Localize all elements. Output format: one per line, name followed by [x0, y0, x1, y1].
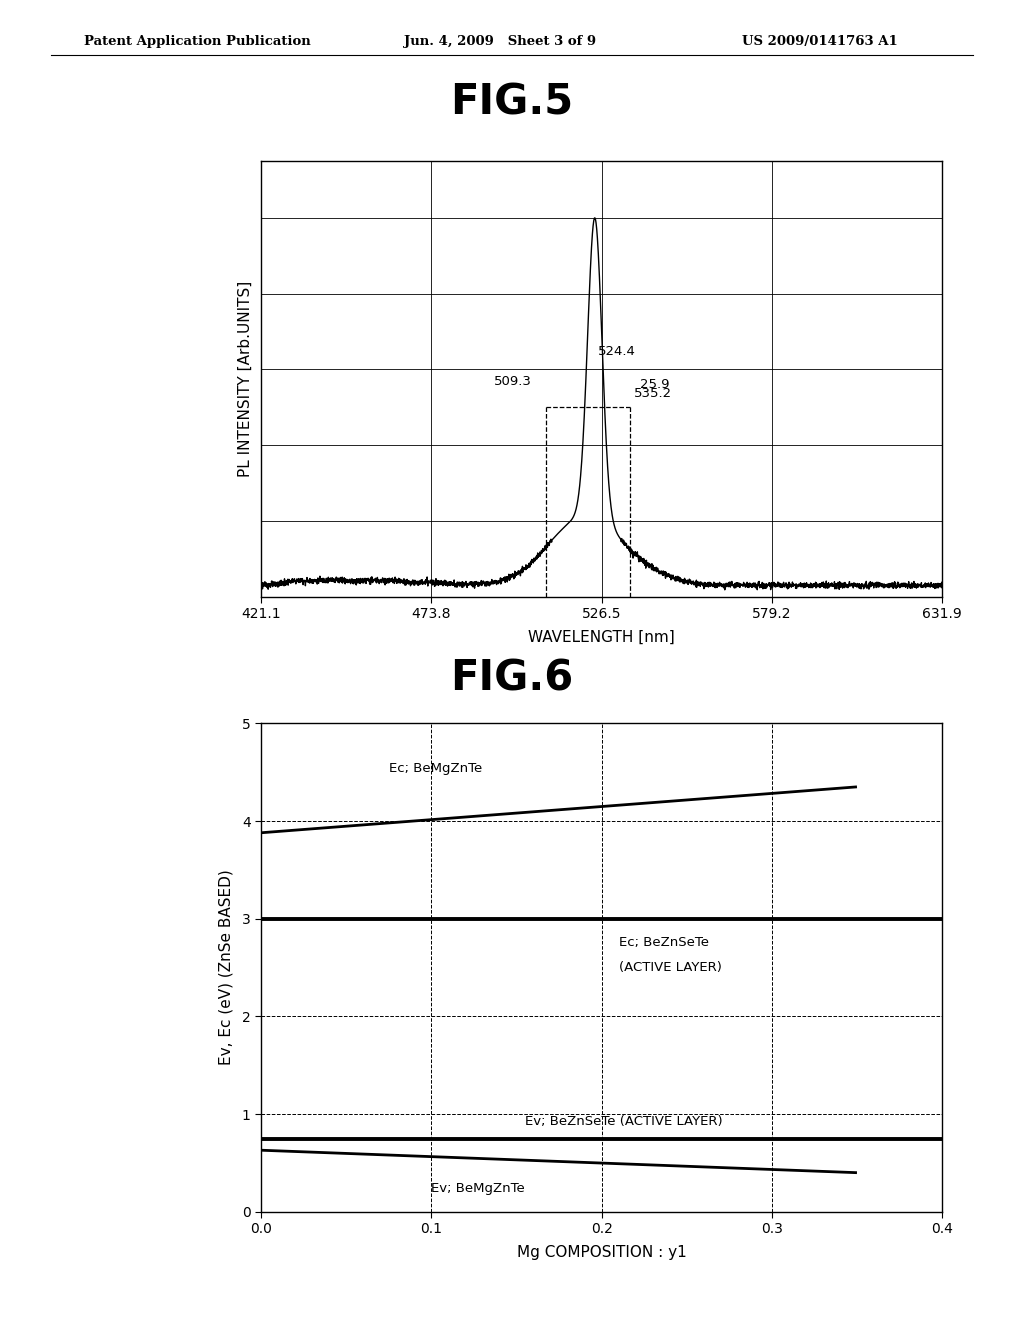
Text: Ev; BeMgZnTe: Ev; BeMgZnTe	[431, 1183, 525, 1196]
Text: 524.4: 524.4	[598, 345, 636, 358]
Text: Jun. 4, 2009   Sheet 3 of 9: Jun. 4, 2009 Sheet 3 of 9	[404, 34, 597, 48]
Text: 535.2: 535.2	[634, 387, 672, 400]
Text: Ev; BeZnSeTe (ACTIVE LAYER): Ev; BeZnSeTe (ACTIVE LAYER)	[525, 1115, 723, 1127]
Text: Ec; BeMgZnTe: Ec; BeMgZnTe	[389, 762, 482, 775]
Text: US 2009/0141763 A1: US 2009/0141763 A1	[742, 34, 898, 48]
Text: 25.9: 25.9	[640, 378, 670, 391]
Text: (ACTIVE LAYER): (ACTIVE LAYER)	[618, 961, 722, 974]
Text: Patent Application Publication: Patent Application Publication	[84, 34, 310, 48]
Text: FIG.5: FIG.5	[451, 82, 573, 124]
Y-axis label: PL INTENSITY [Arb.UNITS]: PL INTENSITY [Arb.UNITS]	[238, 281, 253, 477]
Text: FIG.6: FIG.6	[451, 657, 573, 700]
X-axis label: Mg COMPOSITION : y1: Mg COMPOSITION : y1	[517, 1245, 686, 1259]
X-axis label: WAVELENGTH [nm]: WAVELENGTH [nm]	[528, 630, 675, 644]
Text: 509.3: 509.3	[495, 375, 532, 388]
Text: Ec; BeZnSeTe: Ec; BeZnSeTe	[618, 936, 709, 949]
Y-axis label: Ev, Ec (eV) (ZnSe BASED): Ev, Ec (eV) (ZnSe BASED)	[218, 870, 233, 1065]
